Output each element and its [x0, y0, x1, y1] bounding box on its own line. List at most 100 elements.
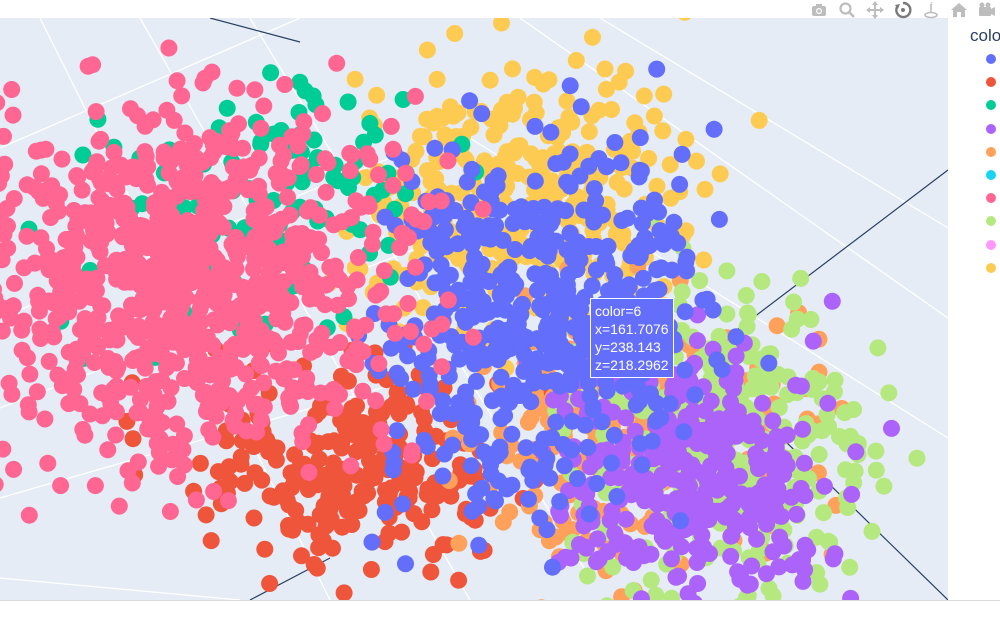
- scatter-point: [150, 457, 168, 475]
- legend-item-2[interactable]: [982, 96, 1000, 114]
- scatter-point: [0, 225, 13, 243]
- turntable-rotation-icon[interactable]: z: [920, 0, 942, 20]
- scatter-3d-svg[interactable]: [0, 18, 948, 600]
- scatter-point: [407, 258, 425, 276]
- scatter-point: [368, 86, 386, 104]
- scatter-point: [87, 103, 105, 121]
- legend-marker: [986, 170, 996, 180]
- scatter-point: [289, 382, 307, 400]
- zoom-icon[interactable]: [836, 0, 858, 20]
- scatter-point: [686, 386, 704, 404]
- scatter-point: [718, 262, 736, 280]
- legend-item-5[interactable]: [982, 166, 1000, 184]
- scatter-point: [285, 473, 303, 491]
- scatter-point: [152, 278, 170, 296]
- scatter-point: [655, 85, 673, 103]
- scatter-point: [673, 145, 691, 163]
- scatter-point: [423, 320, 441, 338]
- scatter-point: [280, 496, 298, 514]
- scatter-point: [804, 332, 822, 350]
- scatter-point: [473, 479, 491, 497]
- scatter-point: [418, 41, 436, 59]
- orbit-rotation-icon[interactable]: [892, 0, 914, 20]
- scatter-point: [662, 227, 680, 245]
- scatter-point: [202, 532, 220, 550]
- scatter-point: [691, 272, 709, 290]
- scatter-point: [224, 158, 242, 176]
- scatter-point: [307, 166, 325, 183]
- scatter-point: [247, 179, 265, 197]
- scatter-point: [363, 533, 381, 551]
- legend-item-9[interactable]: [982, 259, 1000, 277]
- scatter-point: [114, 228, 132, 246]
- legend-title: colo: [970, 26, 1000, 45]
- scatter-point: [201, 366, 219, 384]
- scatter-point: [560, 108, 578, 126]
- scatter-point: [589, 530, 607, 548]
- scatter-point: [449, 104, 467, 122]
- scatter-point: [418, 110, 436, 128]
- scatter-point: [301, 265, 319, 283]
- legend-item-0[interactable]: [982, 50, 1000, 68]
- scatter-point: [663, 589, 681, 600]
- scatter-point: [202, 276, 220, 294]
- scatter-point: [648, 177, 666, 195]
- legend-item-7[interactable]: [982, 212, 1000, 230]
- scatter-point: [705, 120, 723, 138]
- scatter-point: [597, 80, 615, 98]
- scatter-point: [418, 437, 436, 455]
- last-save-camera-icon[interactable]: [976, 0, 998, 20]
- scatter-point: [313, 244, 330, 261]
- legend-item-4[interactable]: [982, 143, 1000, 161]
- scatter-point: [246, 250, 264, 267]
- scatter-point: [662, 189, 680, 207]
- reset-camera-icon[interactable]: [948, 0, 970, 20]
- scatter-point: [710, 210, 728, 228]
- legend-item-1[interactable]: [982, 73, 1000, 91]
- scatter-point: [3, 81, 21, 98]
- camera-icon[interactable]: [808, 0, 830, 20]
- scatter-point: [695, 251, 713, 269]
- scatter-point: [549, 200, 567, 218]
- scatter-point: [66, 238, 84, 256]
- scatter-point: [299, 481, 317, 498]
- scatter-point: [165, 111, 183, 129]
- scatter-point: [415, 213, 433, 231]
- scatter-point: [159, 243, 177, 261]
- scatter-point: [161, 503, 179, 520]
- scatter-point: [540, 242, 558, 260]
- scatter-point: [0, 283, 2, 295]
- scatter-point: [53, 150, 71, 168]
- scatter-point: [252, 411, 270, 429]
- scatter-point: [794, 572, 812, 590]
- scatter-point: [547, 413, 565, 431]
- legend-item-3[interactable]: [982, 120, 1000, 138]
- scatter-point: [606, 134, 624, 151]
- scatter-point: [332, 367, 350, 385]
- scatter-point: [622, 485, 640, 502]
- scatter-point: [583, 277, 601, 295]
- pan-icon[interactable]: [864, 0, 886, 20]
- scatter-point: [520, 490, 537, 508]
- legend-item-8[interactable]: [982, 236, 1000, 254]
- scatter-point: [908, 449, 926, 467]
- plot-area[interactable]: [0, 18, 948, 600]
- scatter-point: [133, 225, 151, 243]
- scatter-point: [388, 364, 406, 382]
- scatter-point: [245, 312, 263, 330]
- legend-item-6[interactable]: [982, 189, 1000, 207]
- scatter-point: [464, 328, 482, 346]
- scatter-point: [176, 326, 194, 344]
- scatter-point: [467, 372, 485, 390]
- scatter-point: [672, 512, 689, 530]
- scatter-point: [282, 397, 300, 415]
- scatter-point: [698, 290, 716, 308]
- scatter-point: [643, 432, 661, 450]
- legend-marker: [986, 216, 996, 227]
- scatter-point: [569, 233, 587, 251]
- scatter-point: [262, 64, 280, 82]
- scatter-point: [760, 354, 778, 372]
- scatter-point: [237, 422, 255, 440]
- scatter-point: [302, 232, 320, 250]
- scatter-point: [579, 567, 596, 585]
